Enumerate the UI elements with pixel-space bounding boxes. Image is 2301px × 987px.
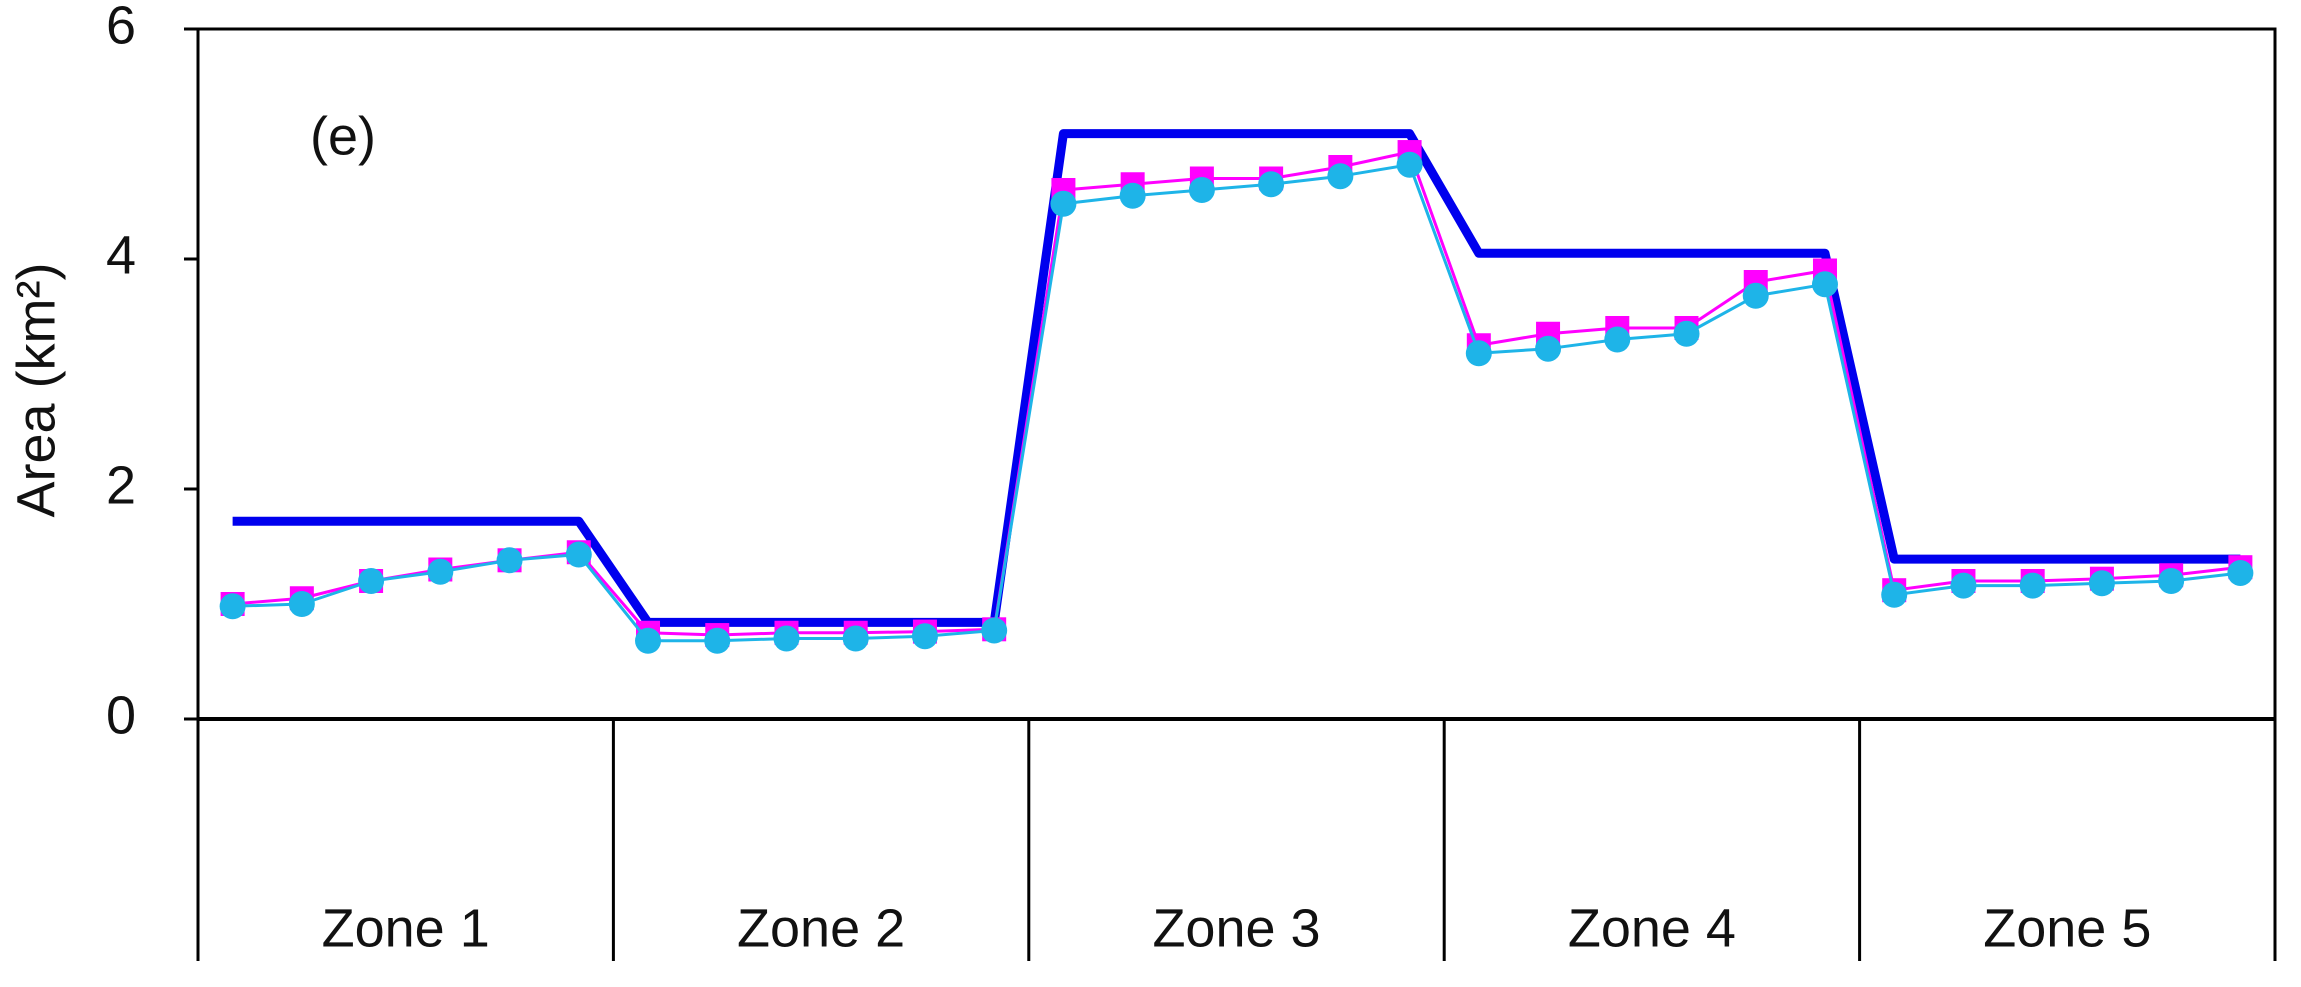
circle-marker bbox=[1950, 572, 1977, 599]
circle-marker bbox=[704, 627, 731, 654]
circle-marker bbox=[219, 593, 246, 620]
circle-marker bbox=[427, 558, 454, 585]
series-line bbox=[232, 163, 2241, 643]
circle-marker bbox=[1465, 340, 1492, 367]
circle-marker bbox=[2088, 570, 2115, 597]
circle-marker bbox=[1881, 581, 1908, 608]
annotation: (e) bbox=[310, 106, 376, 166]
circle-marker bbox=[773, 625, 800, 652]
y-tick-label: 2 bbox=[106, 455, 136, 515]
circle-marker bbox=[565, 541, 592, 568]
group-label: Zone 2 bbox=[737, 898, 905, 958]
group-label: Zone 5 bbox=[1983, 898, 2151, 958]
circle-marker bbox=[1396, 151, 1423, 178]
group-label: Zone 4 bbox=[1568, 898, 1736, 958]
circle-marker bbox=[2019, 572, 2046, 599]
circle-marker bbox=[1742, 282, 1769, 309]
circle-marker bbox=[288, 591, 315, 617]
group-label: Zone 1 bbox=[322, 898, 490, 958]
circle-marker bbox=[2227, 559, 2254, 586]
circle-marker bbox=[1673, 320, 1700, 347]
series-line bbox=[232, 129, 2241, 627]
circle-marker bbox=[635, 627, 662, 654]
group-label: Zone 3 bbox=[1152, 898, 1320, 958]
circle-marker bbox=[1604, 326, 1631, 353]
y-axis-label: Area (km²) bbox=[6, 263, 66, 518]
y-tick-label: 4 bbox=[106, 225, 136, 285]
circle-marker bbox=[1811, 271, 1838, 298]
circle-marker bbox=[1258, 171, 1285, 198]
circle-marker bbox=[1119, 182, 1146, 209]
circle-marker bbox=[1050, 190, 1077, 217]
y-tick-label: 6 bbox=[106, 0, 136, 55]
circle-marker bbox=[358, 568, 385, 594]
y-tick-label: 0 bbox=[106, 685, 136, 745]
circle-marker bbox=[496, 547, 523, 574]
circle-marker bbox=[842, 625, 869, 652]
circle-marker bbox=[1535, 335, 1562, 362]
circle-marker bbox=[981, 617, 1008, 644]
circle-marker bbox=[1327, 163, 1354, 190]
circle-marker bbox=[1188, 177, 1215, 203]
circle-marker bbox=[2158, 568, 2185, 594]
circle-marker bbox=[911, 623, 938, 650]
